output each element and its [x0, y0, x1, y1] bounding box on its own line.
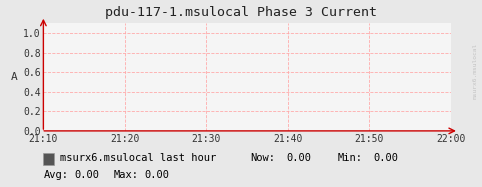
Text: 0.00: 0.00	[145, 170, 170, 180]
Text: 0.00: 0.00	[75, 170, 100, 180]
Text: Max:: Max:	[113, 170, 138, 180]
Text: Avg:: Avg:	[43, 170, 68, 180]
Text: Now:: Now:	[251, 153, 276, 163]
Text: msurx6.msulocal last hour: msurx6.msulocal last hour	[60, 153, 216, 163]
Text: pdu-117-1.msulocal Phase 3 Current: pdu-117-1.msulocal Phase 3 Current	[105, 6, 377, 19]
Y-axis label: A: A	[11, 72, 18, 82]
Text: msurx6.msulocal: msurx6.msulocal	[472, 43, 477, 99]
Text: Min:: Min:	[337, 153, 362, 163]
Text: 0.00: 0.00	[374, 153, 399, 163]
Text: 0.00: 0.00	[287, 153, 312, 163]
